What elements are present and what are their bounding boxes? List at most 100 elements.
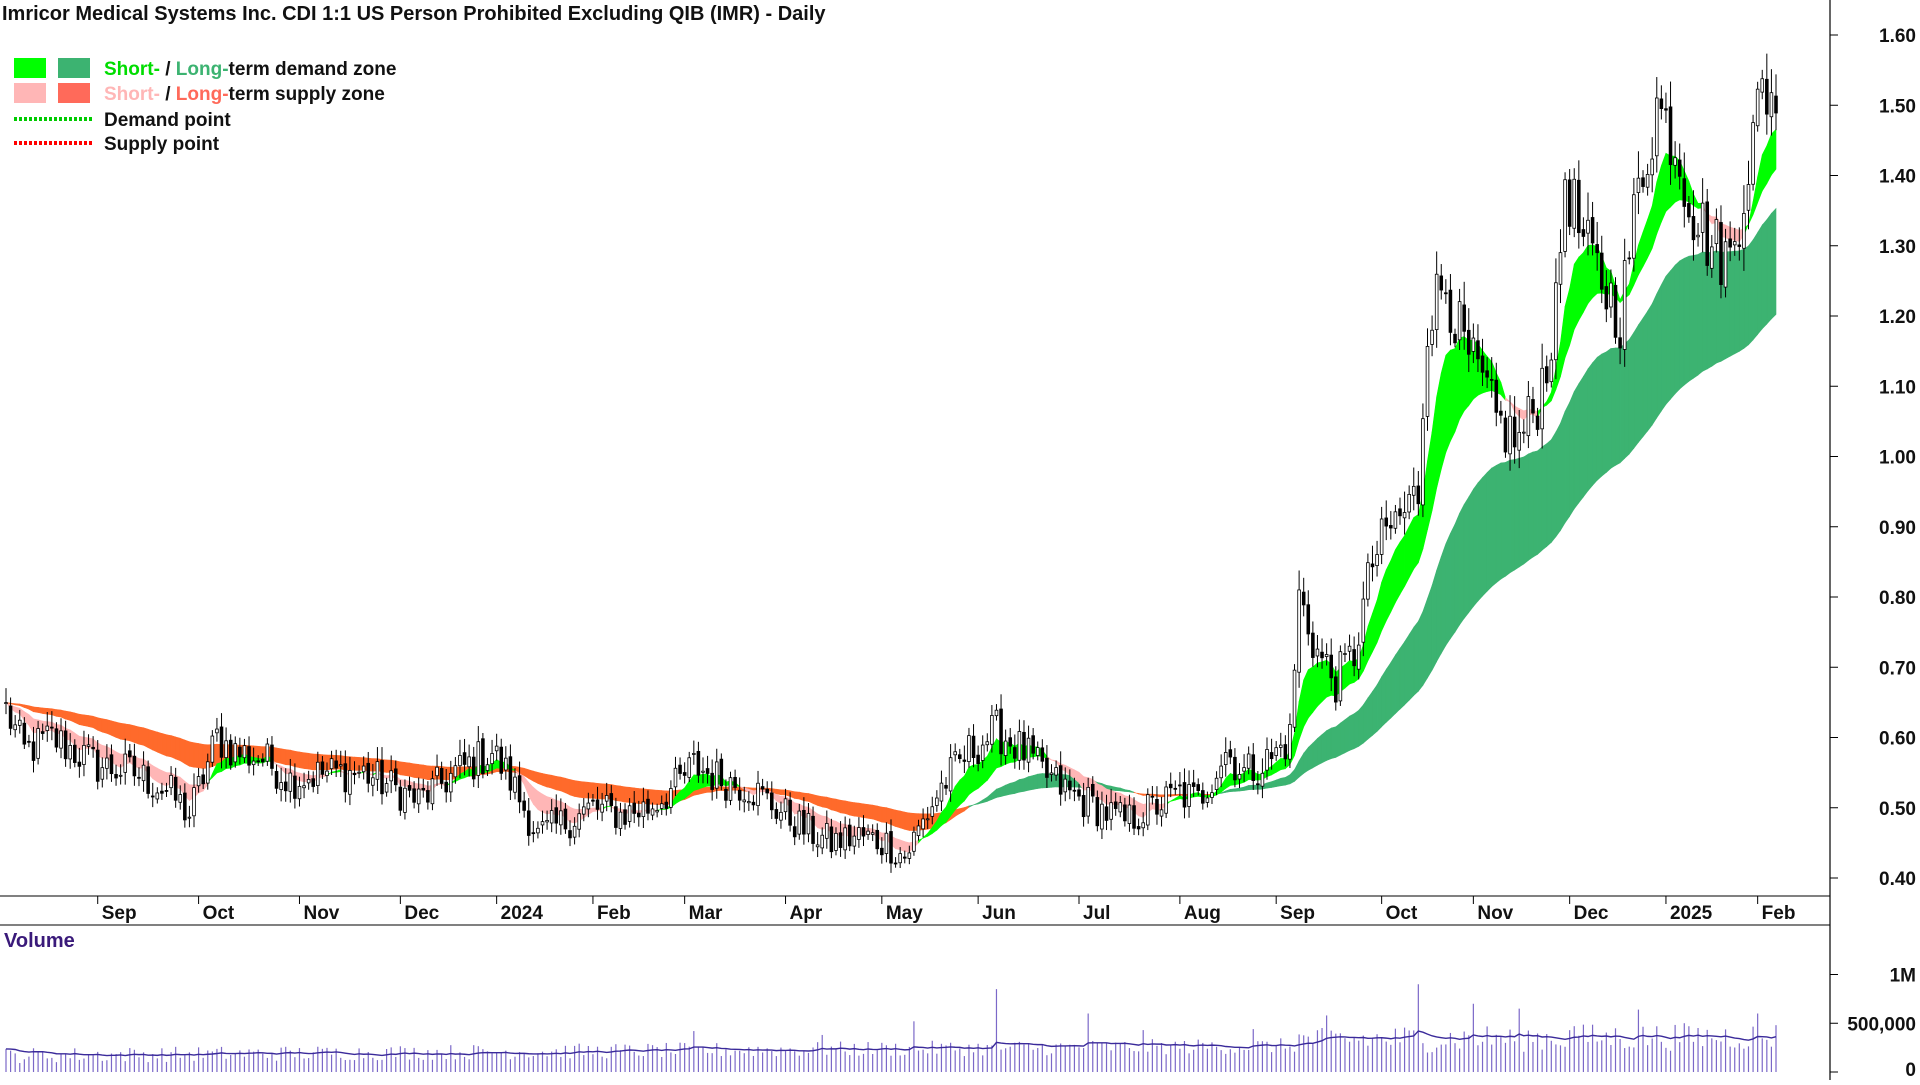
long-term-zone-segment [978, 800, 983, 804]
candle-body [807, 814, 810, 834]
long-term-zone-segment [410, 763, 415, 777]
long-term-zone-segment [1230, 789, 1235, 792]
long-term-zone-segment [290, 750, 295, 767]
candle-body [1357, 645, 1360, 669]
candle-body [1247, 754, 1250, 768]
long-term-zone-segment [1666, 271, 1671, 405]
candle-body [894, 863, 897, 864]
candle-body [1087, 787, 1090, 816]
long-term-zone-segment [1299, 753, 1304, 777]
candle-body [165, 790, 168, 791]
candle-body [1279, 745, 1282, 747]
long-term-zone-segment [1029, 775, 1034, 790]
short-term-zone-segment [905, 842, 910, 852]
candle-body [642, 802, 645, 817]
price-tick-label: 0.40 [1879, 869, 1916, 890]
candle-body [28, 741, 31, 742]
candle-body [555, 808, 558, 823]
volume-layer [6, 984, 1776, 1072]
candle-body [935, 798, 938, 805]
candle-body [1710, 247, 1713, 268]
candle-body [1197, 785, 1200, 791]
candle-body [500, 747, 503, 773]
candle-body [362, 766, 365, 772]
long-term-zone-segment [616, 785, 621, 801]
long-term-zone-segment [1405, 635, 1410, 705]
candle-body [1082, 795, 1085, 816]
short-term-zone-segment [818, 814, 823, 830]
long-term-zone-segment [277, 748, 282, 763]
long-term-zone-segment [900, 811, 905, 829]
candle-body [1142, 823, 1145, 828]
short-term-zone-segment [299, 773, 304, 782]
long-term-zone-segment [1542, 444, 1547, 550]
short-term-zone-segment [1308, 667, 1313, 718]
long-term-zone-segment [625, 787, 630, 803]
candle-body [1770, 93, 1773, 117]
short-term-zone-segment [1221, 778, 1226, 792]
candle-body [482, 739, 485, 774]
long-term-zone-segment [882, 807, 887, 823]
candle-body [1422, 419, 1425, 505]
candle-body [1201, 791, 1204, 804]
candle-body [592, 800, 595, 801]
candle-body [1463, 305, 1466, 331]
candle-body [862, 828, 865, 837]
candle-body [614, 807, 617, 828]
long-term-zone-segment [1345, 716, 1350, 753]
long-term-zone-segment [1428, 585, 1433, 677]
candle-body [917, 826, 920, 836]
long-term-zone-segment [1111, 786, 1116, 790]
candle-body [1302, 592, 1305, 605]
candle-body [647, 799, 650, 813]
candle-body [1573, 179, 1576, 228]
candle-body [968, 736, 971, 762]
candle-body [1669, 107, 1672, 165]
long-term-zone-segment [1671, 265, 1676, 399]
candle-body [578, 814, 581, 829]
candle-body [1628, 258, 1631, 259]
candle-body [1284, 745, 1287, 759]
candle-body [1697, 235, 1700, 237]
candle-body [692, 753, 695, 754]
candle-body [761, 787, 764, 790]
candle-body [610, 794, 613, 806]
short-term-zone-segment [1505, 398, 1510, 402]
candle-body [229, 740, 232, 765]
short-term-zone-segment [1583, 245, 1588, 312]
short-term-zone-segment [538, 791, 543, 812]
date-tick-label: Dec [1574, 903, 1609, 924]
candle-body [1454, 334, 1457, 343]
candle-body [601, 804, 604, 812]
candle-body [605, 795, 608, 801]
long-term-zone-segment [1001, 785, 1006, 796]
long-term-zone-segment [1386, 663, 1391, 723]
long-term-zone-segment [180, 738, 185, 763]
long-term-zone-segment [1372, 685, 1377, 735]
candle-body [101, 768, 104, 780]
candle-body [1256, 784, 1259, 785]
candle-body [1591, 217, 1594, 243]
candle-body [839, 833, 842, 848]
long-term-zone-segment [1295, 761, 1300, 781]
long-term-zone-segment [66, 711, 71, 720]
candle-body [1156, 799, 1159, 814]
candle-body [1678, 160, 1681, 176]
candle-body [1334, 677, 1337, 702]
candle-body [1119, 803, 1122, 812]
candle-body [628, 806, 631, 822]
candle-body [1481, 356, 1484, 372]
candle-body [1527, 397, 1530, 436]
candle-body [1724, 242, 1727, 287]
candle-body [1275, 748, 1278, 756]
candle-body [32, 742, 35, 761]
candle-body [523, 801, 526, 810]
long-term-zone-segment [1634, 325, 1639, 448]
candle-body [747, 802, 750, 803]
candle-body [738, 790, 741, 800]
candle-body [802, 810, 805, 834]
candle-body [1619, 338, 1622, 348]
long-term-zone-segment [194, 743, 199, 768]
long-term-zone-segment [630, 787, 635, 803]
short-term-zone-segment [703, 774, 708, 787]
